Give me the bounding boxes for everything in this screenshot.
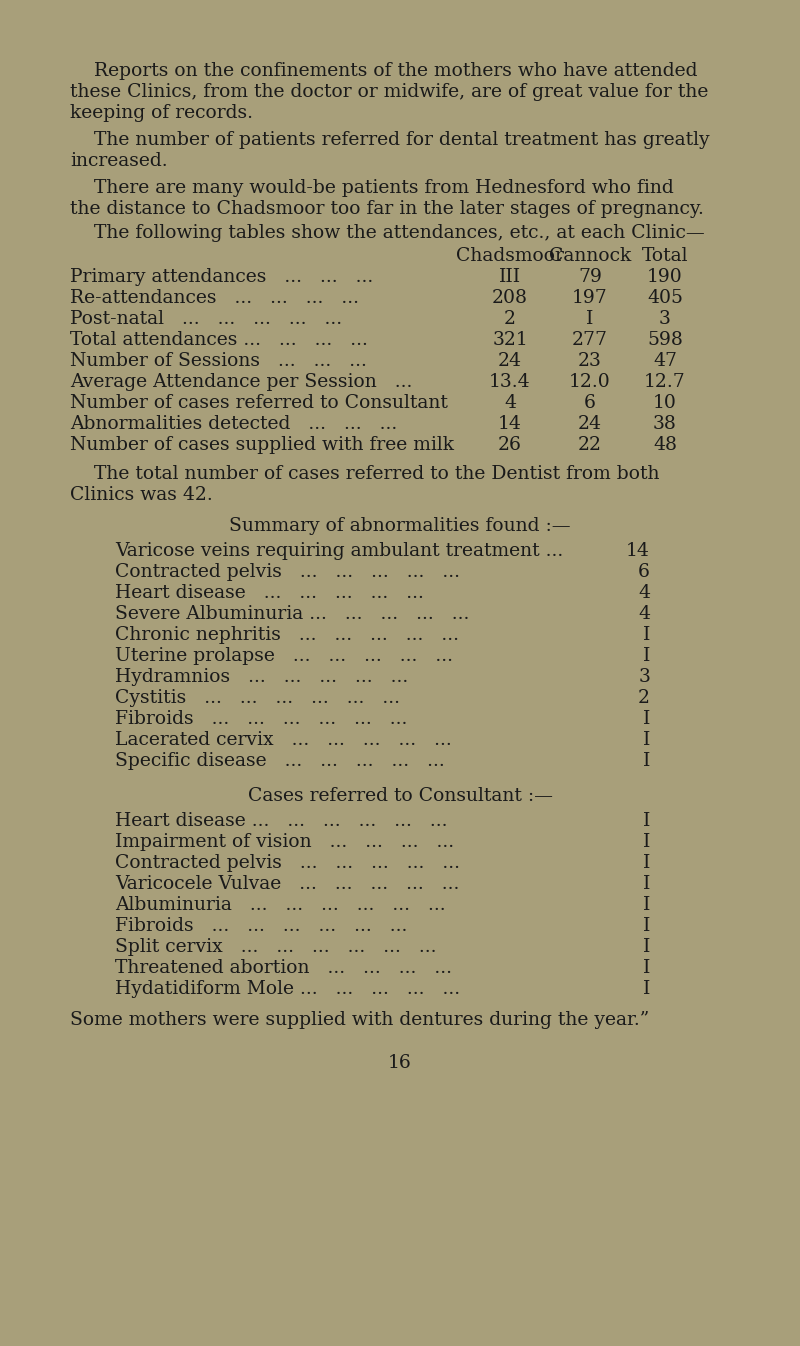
Text: Severe Albuminuria ...   ...   ...   ...   ...: Severe Albuminuria ... ... ... ... ... [115,604,470,623]
Text: Cystitis   ...   ...   ...   ...   ...   ...: Cystitis ... ... ... ... ... ... [115,689,400,707]
Text: Number of Sessions   ...   ...   ...: Number of Sessions ... ... ... [70,353,367,370]
Text: 13.4: 13.4 [489,373,531,390]
Text: I: I [642,833,650,851]
Text: Cases referred to Consultant :—: Cases referred to Consultant :— [247,787,553,805]
Text: 4: 4 [638,584,650,602]
Text: The total number of cases referred to the Dentist from both: The total number of cases referred to th… [70,464,659,483]
Text: Contracted pelvis   ...   ...   ...   ...   ...: Contracted pelvis ... ... ... ... ... [115,563,460,581]
Text: I: I [642,938,650,956]
Text: The following tables show the attendances, etc., at each Clinic—: The following tables show the attendance… [70,223,705,242]
Text: I: I [642,896,650,914]
Text: III: III [499,268,521,285]
Text: Number of cases supplied with free milk: Number of cases supplied with free milk [70,436,454,454]
Text: these Clinics, from the doctor or midwife, are of great value for the: these Clinics, from the doctor or midwif… [70,83,708,101]
Text: 208: 208 [492,289,528,307]
Text: 598: 598 [647,331,683,349]
Text: I: I [586,310,594,328]
Text: Re-attendances   ...   ...   ...   ...: Re-attendances ... ... ... ... [70,289,359,307]
Text: 12.0: 12.0 [569,373,611,390]
Text: 22: 22 [578,436,602,454]
Text: 197: 197 [572,289,608,307]
Text: Primary attendances   ...   ...   ...: Primary attendances ... ... ... [70,268,374,285]
Text: Average Attendance per Session   ...: Average Attendance per Session ... [70,373,412,390]
Text: I: I [642,731,650,748]
Text: Heart disease   ...   ...   ...   ...   ...: Heart disease ... ... ... ... ... [115,584,424,602]
Text: Split cervix   ...   ...   ...   ...   ...   ...: Split cervix ... ... ... ... ... ... [115,938,437,956]
Text: Impairment of vision   ...   ...   ...   ...: Impairment of vision ... ... ... ... [115,833,454,851]
Text: Cannock: Cannock [549,248,631,265]
Text: 14: 14 [626,542,650,560]
Text: Summary of abnormalities found :—: Summary of abnormalities found :— [229,517,571,534]
Text: Hydramnios   ...   ...   ...   ...   ...: Hydramnios ... ... ... ... ... [115,668,408,686]
Text: 26: 26 [498,436,522,454]
Text: Number of cases referred to Consultant: Number of cases referred to Consultant [70,394,448,412]
Text: 6: 6 [584,394,596,412]
Text: Contracted pelvis   ...   ...   ...   ...   ...: Contracted pelvis ... ... ... ... ... [115,853,460,872]
Text: 405: 405 [647,289,683,307]
Text: Total attendances ...   ...   ...   ...: Total attendances ... ... ... ... [70,331,368,349]
Text: The number of patients referred for dental treatment has greatly: The number of patients referred for dent… [70,131,710,149]
Text: Fibroids   ...   ...   ...   ...   ...   ...: Fibroids ... ... ... ... ... ... [115,709,407,728]
Text: Post-natal   ...   ...   ...   ...   ...: Post-natal ... ... ... ... ... [70,310,342,328]
Text: 48: 48 [653,436,677,454]
Text: 16: 16 [388,1054,412,1071]
Text: I: I [642,626,650,643]
Text: 47: 47 [653,353,677,370]
Text: Abnormalities detected   ...   ...   ...: Abnormalities detected ... ... ... [70,415,398,433]
Text: 12.7: 12.7 [644,373,686,390]
Text: Uterine prolapse   ...   ...   ...   ...   ...: Uterine prolapse ... ... ... ... ... [115,647,453,665]
Text: Threatened abortion   ...   ...   ...   ...: Threatened abortion ... ... ... ... [115,958,452,977]
Text: Hydatidiform Mole ...   ...   ...   ...   ...: Hydatidiform Mole ... ... ... ... ... [115,980,460,997]
Text: I: I [642,853,650,872]
Text: Some mothers were supplied with dentures during the year.”: Some mothers were supplied with dentures… [70,1011,650,1028]
Text: 4: 4 [504,394,516,412]
Text: the distance to Chadsmoor too far in the later stages of pregnancy.: the distance to Chadsmoor too far in the… [70,201,704,218]
Text: 3: 3 [638,668,650,686]
Text: I: I [642,875,650,892]
Text: 24: 24 [578,415,602,433]
Text: keeping of records.: keeping of records. [70,104,253,122]
Text: 14: 14 [498,415,522,433]
Text: I: I [642,752,650,770]
Text: 2: 2 [638,689,650,707]
Text: 24: 24 [498,353,522,370]
Text: Fibroids   ...   ...   ...   ...   ...   ...: Fibroids ... ... ... ... ... ... [115,917,407,935]
Text: Specific disease   ...   ...   ...   ...   ...: Specific disease ... ... ... ... ... [115,752,445,770]
Text: 23: 23 [578,353,602,370]
Text: 2: 2 [504,310,516,328]
Text: Varicose veins requiring ambulant treatment ...: Varicose veins requiring ambulant treatm… [115,542,563,560]
Text: 10: 10 [653,394,677,412]
Text: Total: Total [642,248,688,265]
Text: Albuminuria   ...   ...   ...   ...   ...   ...: Albuminuria ... ... ... ... ... ... [115,896,446,914]
Text: 3: 3 [659,310,671,328]
Text: increased.: increased. [70,152,168,170]
Text: Heart disease ...   ...   ...   ...   ...   ...: Heart disease ... ... ... ... ... ... [115,812,447,830]
Text: 79: 79 [578,268,602,285]
Text: Lacerated cervix   ...   ...   ...   ...   ...: Lacerated cervix ... ... ... ... ... [115,731,452,748]
Text: Chronic nephritis   ...   ...   ...   ...   ...: Chronic nephritis ... ... ... ... ... [115,626,459,643]
Text: I: I [642,980,650,997]
Text: 38: 38 [653,415,677,433]
Text: 190: 190 [647,268,683,285]
Text: I: I [642,958,650,977]
Text: There are many would-be patients from Hednesford who find: There are many would-be patients from He… [70,179,674,197]
Text: Reports on the confinements of the mothers who have attended: Reports on the confinements of the mothe… [70,62,698,79]
Text: Clinics was 42.: Clinics was 42. [70,486,213,503]
Text: Chadsmoor: Chadsmoor [456,248,564,265]
Text: I: I [642,917,650,935]
Text: 4: 4 [638,604,650,623]
Text: I: I [642,647,650,665]
Text: Varicocele Vulvae   ...   ...   ...   ...   ...: Varicocele Vulvae ... ... ... ... ... [115,875,459,892]
Text: 6: 6 [638,563,650,581]
Text: 321: 321 [492,331,528,349]
Text: I: I [642,709,650,728]
Text: 277: 277 [572,331,608,349]
Text: I: I [642,812,650,830]
